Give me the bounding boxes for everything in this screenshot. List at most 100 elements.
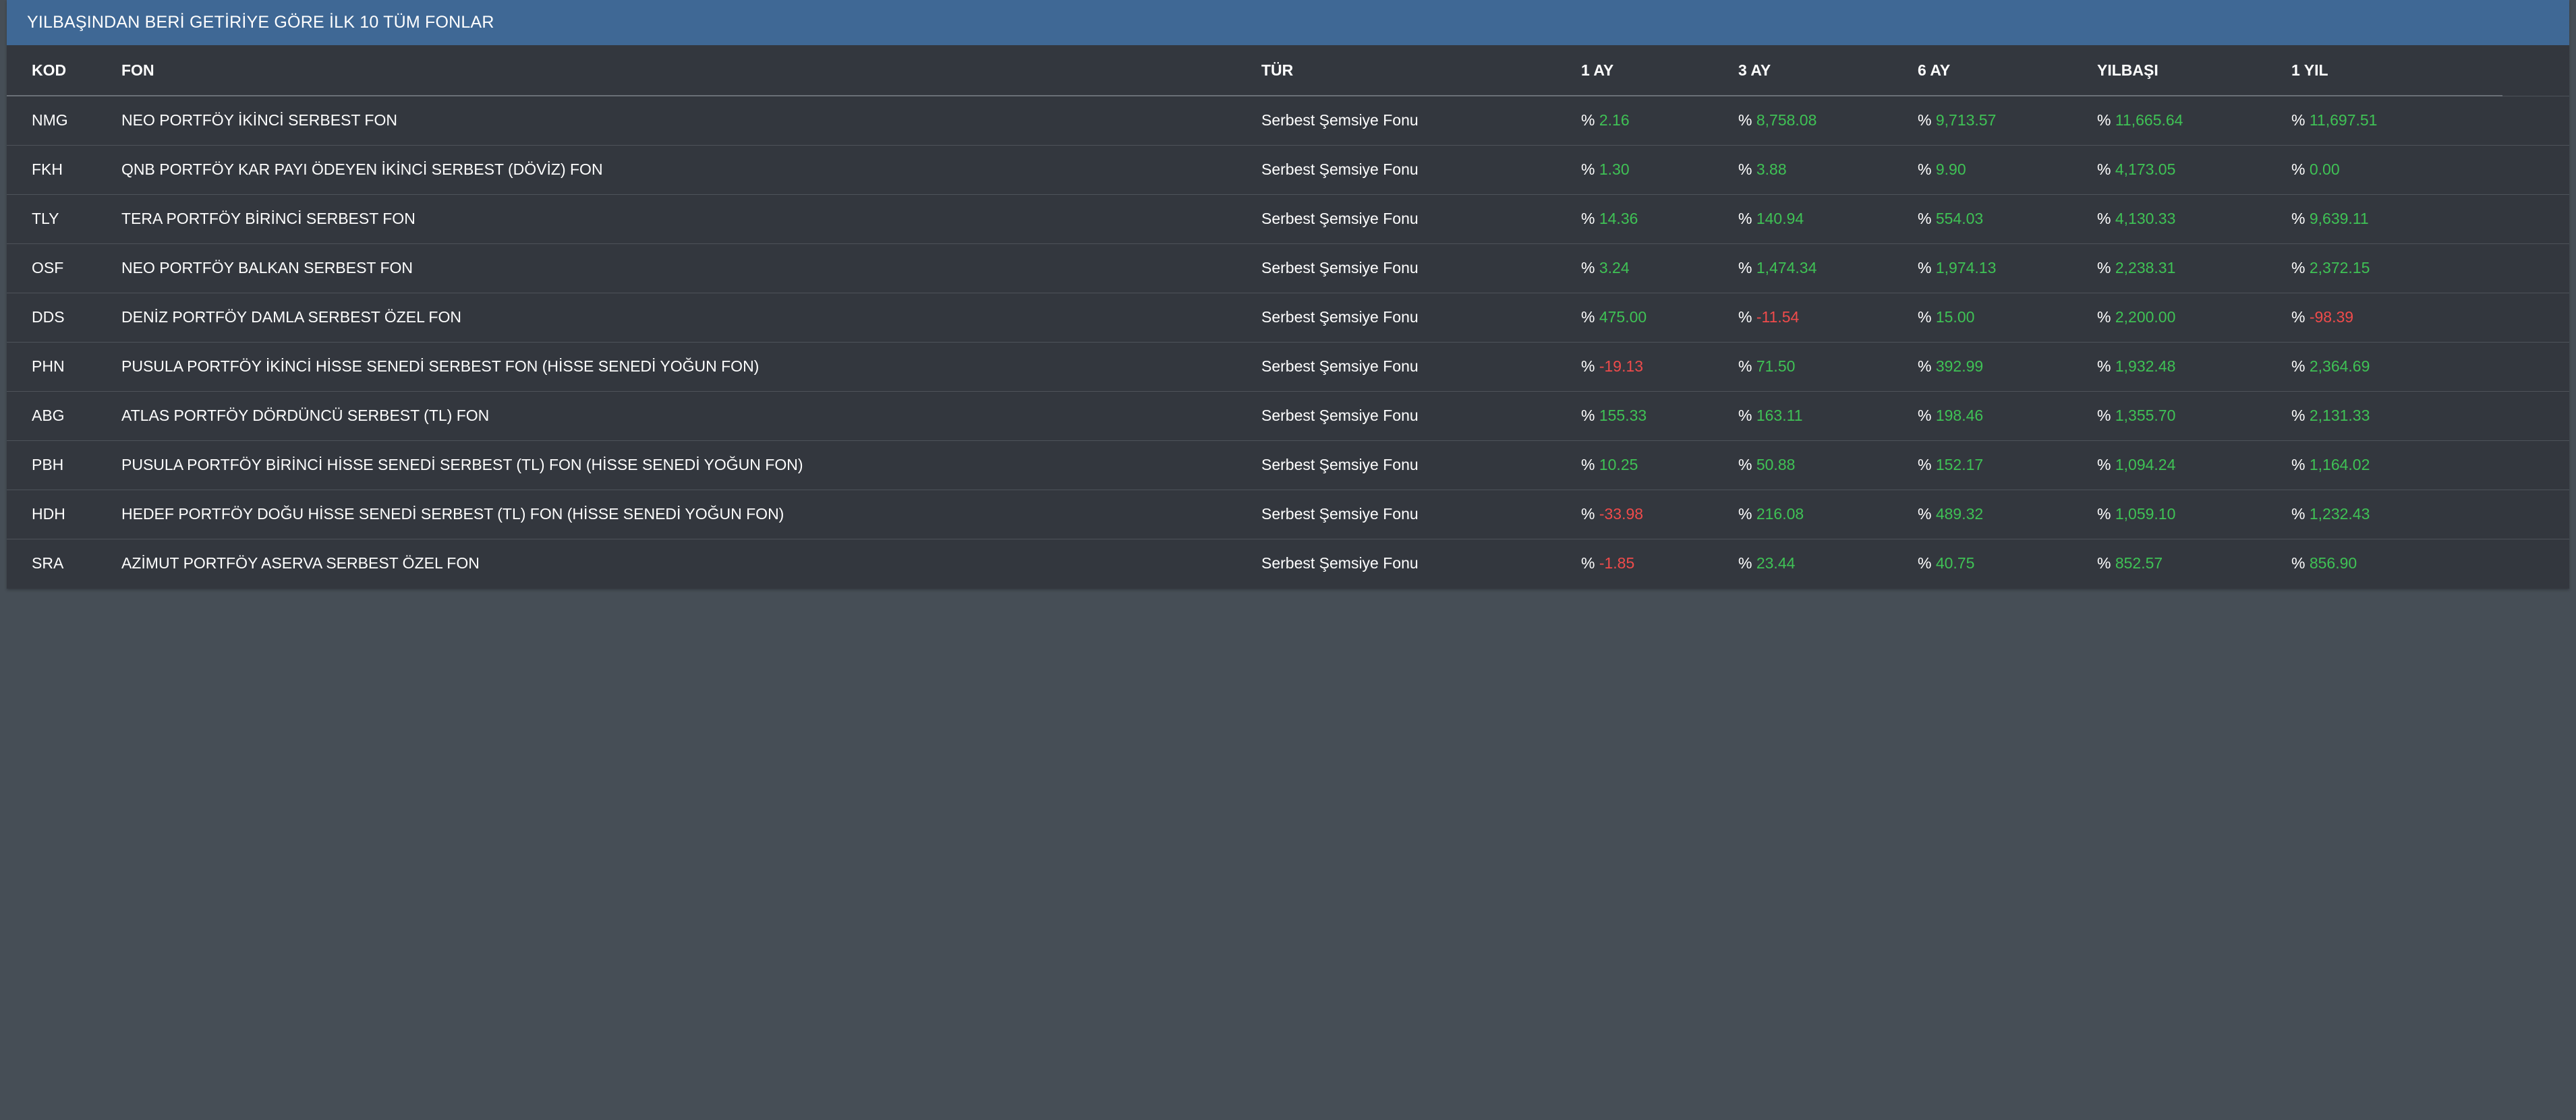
fund-name[interactable]: NEO PORTFÖY İKİNCİ SERBEST FON — [121, 111, 397, 129]
return-3ay-value: -11.54 — [1756, 308, 1800, 326]
fund-type: Serbest Şemsiye Fonu — [1261, 357, 1419, 375]
table-row[interactable]: TLY TERA PORTFÖY BİRİNCİ SERBEST FON Serbe… — [7, 194, 2569, 243]
column-header-3ay[interactable]: 3 AY — [1738, 61, 1771, 79]
return-1ay-cell: % -33.98 — [1581, 490, 1738, 539]
percent-sign: % — [2097, 160, 2111, 178]
return-3ay-cell: % 140.94 — [1738, 194, 1918, 243]
return-1yil-cell: % 2,364.69 — [2291, 342, 2569, 391]
return-yilbasi-cell: % 2,200.00 — [2097, 293, 2291, 342]
fund-name[interactable]: TERA PORTFÖY BİRİNCİ SERBEST FON — [121, 210, 416, 227]
table-header-row: KOD FON TÜR 1 AY 3 AY 6 AY YILBAŞI 1 YIL — [7, 45, 2569, 96]
table-body: NMG NEO PORTFÖY İKİNCİ SERBEST FON Serbest… — [7, 96, 2569, 588]
table-row[interactable]: DDS DENİZ PORTFÖY DAMLA SERBEST ÖZEL FON S… — [7, 293, 2569, 342]
percent-sign: % — [1738, 160, 1752, 178]
return-1ay-value: 155.33 — [1599, 407, 1647, 424]
return-yilbasi-cell: % 1,094.24 — [2097, 440, 2291, 490]
table-row[interactable]: HDH HEDEF PORTFÖY DOĞU HİSSE SENEDİ SERBE… — [7, 490, 2569, 539]
percent-sign: % — [1918, 210, 1932, 227]
table-row[interactable]: NMG NEO PORTFÖY İKİNCİ SERBEST FON Serbest… — [7, 96, 2569, 145]
table-row[interactable]: PHN PUSULA PORTFÖY İKİNCİ HİSSE SENEDİ SE… — [7, 342, 2569, 391]
top-funds-panel: YILBAŞINDAN BERİ GETİRİYE GÖRE İLK 10 TÜ… — [7, 0, 2569, 589]
return-3ay-cell: % 163.11 — [1738, 391, 1918, 440]
percent-sign: % — [1918, 505, 1932, 523]
fund-name[interactable]: QNB PORTFÖY KAR PAYI ÖDEYEN İKİNCİ SERBE… — [121, 160, 603, 178]
fund-code[interactable]: TLY — [32, 210, 59, 227]
percent-sign: % — [1738, 357, 1752, 375]
percent-sign: % — [1918, 407, 1932, 424]
return-1ay-cell: % 2.16 — [1581, 96, 1738, 145]
return-1ay-value: -33.98 — [1599, 505, 1644, 523]
column-header-fon[interactable]: FON — [121, 61, 154, 79]
percent-sign: % — [1738, 259, 1752, 276]
fund-code[interactable]: OSF — [32, 259, 64, 276]
return-6ay-cell: % 40.75 — [1918, 539, 2097, 588]
percent-sign: % — [1738, 210, 1752, 227]
fund-name[interactable]: PUSULA PORTFÖY İKİNCİ HİSSE SENEDİ SERBE… — [121, 357, 760, 375]
percent-sign: % — [2097, 407, 2111, 424]
return-6ay-cell: % 489.32 — [1918, 490, 2097, 539]
return-1yil-value: 2,364.69 — [2309, 357, 2370, 375]
return-6ay-value: 15.00 — [1935, 308, 1975, 326]
return-1ay-cell: % 155.33 — [1581, 391, 1738, 440]
return-1ay-value: 3.24 — [1599, 259, 1630, 276]
fund-code[interactable]: HDH — [32, 505, 65, 523]
fund-code[interactable]: ABG — [32, 407, 65, 424]
return-6ay-cell: % 152.17 — [1918, 440, 2097, 490]
return-1yil-value: -98.39 — [2309, 308, 2354, 326]
fund-code[interactable]: PBH — [32, 456, 64, 473]
column-header-1ay[interactable]: 1 AY — [1581, 61, 1614, 79]
return-yilbasi-cell: % 2,238.31 — [2097, 243, 2291, 293]
return-6ay-value: 392.99 — [1935, 357, 1984, 375]
return-1yil-value: 0.00 — [2309, 160, 2340, 178]
return-6ay-value: 489.32 — [1935, 505, 1984, 523]
return-1ay-cell: % -1.85 — [1581, 539, 1738, 588]
fund-code[interactable]: FKH — [32, 160, 63, 178]
return-yilbasi-cell: % 4,130.33 — [2097, 194, 2291, 243]
table-row[interactable]: SRA AZİMUT PORTFÖY ASERVA SERBEST ÖZEL FO… — [7, 539, 2569, 588]
return-yilbasi-value: 2,238.31 — [2115, 259, 2176, 276]
percent-sign: % — [1918, 160, 1932, 178]
fund-name[interactable]: HEDEF PORTFÖY DOĞU HİSSE SENEDİ SERBEST … — [121, 505, 784, 523]
fund-code[interactable]: NMG — [32, 111, 68, 129]
column-header-yilbasi[interactable]: YILBAŞI — [2097, 61, 2158, 79]
return-1yil-cell: % 2,131.33 — [2291, 391, 2569, 440]
return-1yil-cell: % 1,164.02 — [2291, 440, 2569, 490]
return-yilbasi-cell: % 1,355.70 — [2097, 391, 2291, 440]
column-header-1yil[interactable]: 1 YIL — [2291, 61, 2328, 79]
fund-name[interactable]: PUSULA PORTFÖY BİRİNCİ HİSSE SENEDİ SERB… — [121, 456, 803, 473]
fund-code[interactable]: DDS — [32, 308, 65, 326]
column-header-tur[interactable]: TÜR — [1261, 61, 1294, 79]
percent-sign: % — [1581, 407, 1595, 424]
fund-type: Serbest Şemsiye Fonu — [1261, 554, 1419, 572]
return-yilbasi-value: 1,059.10 — [2115, 505, 2176, 523]
table-row[interactable]: OSF NEO PORTFÖY BALKAN SERBEST FON Serbest… — [7, 243, 2569, 293]
column-header-6ay[interactable]: 6 AY — [1918, 61, 1951, 79]
return-6ay-cell: % 15.00 — [1918, 293, 2097, 342]
return-6ay-value: 554.03 — [1935, 210, 1984, 227]
table-row[interactable]: FKH QNB PORTFÖY KAR PAYI ÖDEYEN İKİNCİ SE… — [7, 145, 2569, 194]
percent-sign: % — [1581, 308, 1595, 326]
fund-type: Serbest Şemsiye Fonu — [1261, 111, 1419, 129]
return-yilbasi-value: 4,130.33 — [2115, 210, 2176, 227]
return-1yil-cell: % 11,697.51 — [2291, 96, 2569, 145]
return-yilbasi-cell: % 4,173.05 — [2097, 145, 2291, 194]
return-3ay-cell: % -11.54 — [1738, 293, 1918, 342]
fund-code[interactable]: PHN — [32, 357, 65, 375]
column-header-kod[interactable]: KOD — [32, 61, 67, 79]
return-yilbasi-value: 852.57 — [2115, 554, 2163, 572]
percent-sign: % — [2097, 505, 2111, 523]
return-1yil-value: 2,131.33 — [2309, 407, 2370, 424]
percent-sign: % — [1581, 554, 1595, 572]
percent-sign: % — [1581, 210, 1595, 227]
return-1yil-value: 1,164.02 — [2309, 456, 2370, 473]
percent-sign: % — [1918, 456, 1932, 473]
fund-code[interactable]: SRA — [32, 554, 64, 572]
percent-sign: % — [2097, 308, 2111, 326]
fund-name[interactable]: AZİMUT PORTFÖY ASERVA SERBEST ÖZEL FON — [121, 554, 480, 572]
fund-name[interactable]: ATLAS PORTFÖY DÖRDÜNCÜ SERBEST (TL) FON — [121, 407, 490, 424]
table-row[interactable]: PBH PUSULA PORTFÖY BİRİNCİ HİSSE SENEDİ S… — [7, 440, 2569, 490]
return-1yil-cell: % 9,639.11 — [2291, 194, 2569, 243]
fund-name[interactable]: NEO PORTFÖY BALKAN SERBEST FON — [121, 259, 413, 276]
table-row[interactable]: ABG ATLAS PORTFÖY DÖRDÜNCÜ SERBEST (TL) F… — [7, 391, 2569, 440]
fund-name[interactable]: DENİZ PORTFÖY DAMLA SERBEST ÖZEL FON — [121, 308, 461, 326]
